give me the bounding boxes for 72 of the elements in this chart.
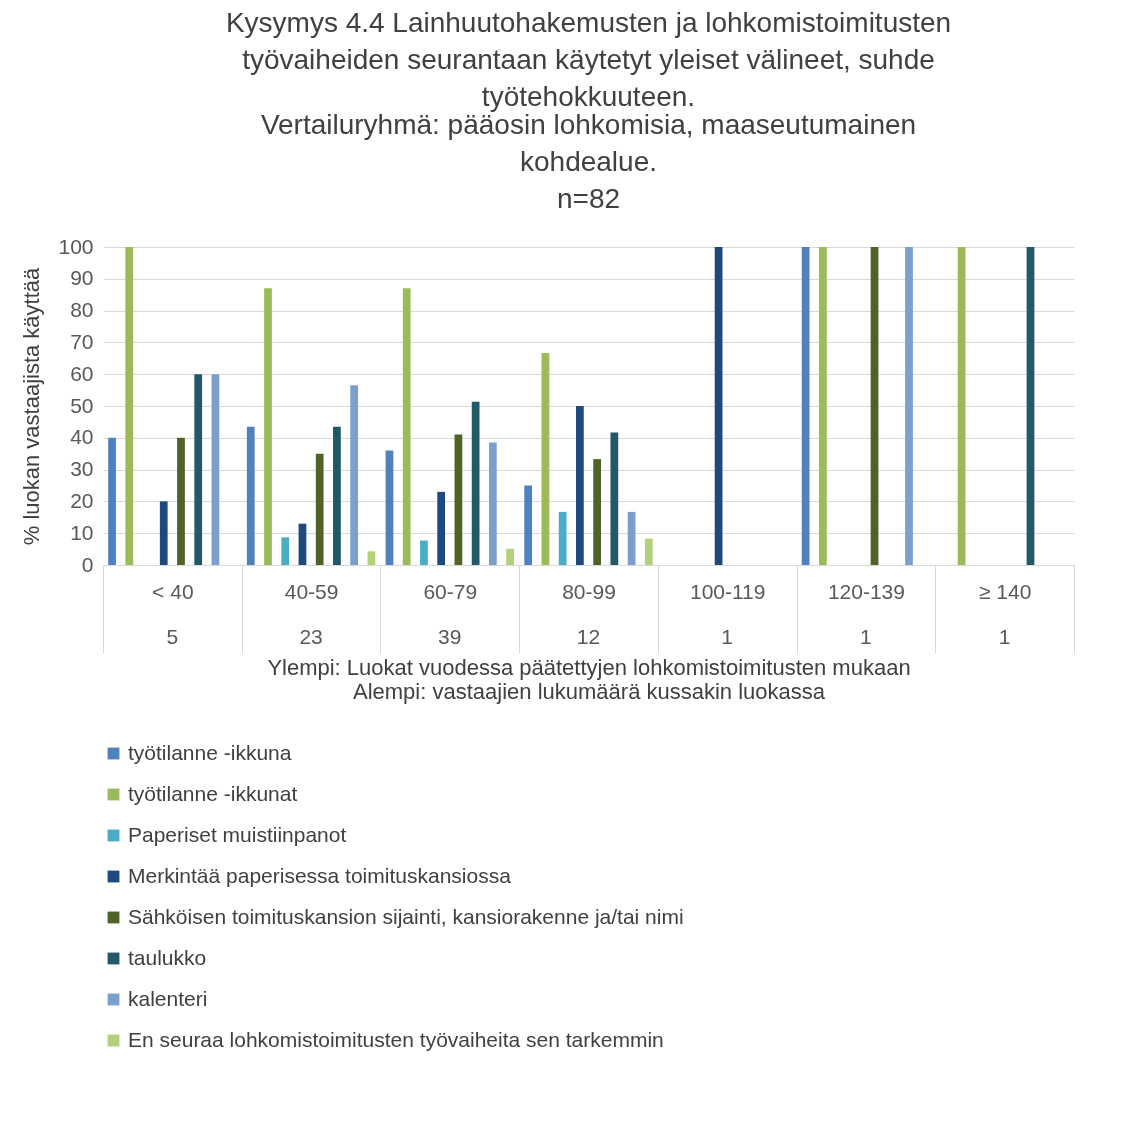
bar	[627, 511, 636, 565]
bar	[506, 548, 514, 565]
x-axis-title: Ylempi: Luokat vuodessa päätettyjen lohkomistoimitusten mukaan Alempi: vastaajien lukumäärä kussakin luokassa	[267, 655, 911, 704]
x-tick-label: ≥ 140	[978, 579, 1032, 603]
y-tick-label: 60	[70, 361, 94, 385]
bar	[211, 374, 220, 565]
y-tick-label: 20	[70, 488, 94, 512]
bar	[801, 247, 810, 565]
text: 1	[998, 625, 1011, 648]
text: 1	[860, 625, 872, 648]
text: 39	[438, 625, 462, 648]
bar	[264, 288, 272, 565]
bar	[644, 538, 653, 565]
chart-title: Kysymys 4.4 Lainhuutohakemusten ja lohkomistoimitusten työvaiheiden seurantaan käytetyt yleiset välineet, suhde työtehokkuuteen.	[225, 7, 952, 112]
bar	[870, 247, 879, 565]
y-tick-label: 50	[70, 393, 94, 417]
bar	[246, 426, 255, 565]
bar	[1026, 247, 1035, 565]
bar	[524, 485, 533, 565]
y-tick-label: 0	[81, 552, 94, 576]
bar	[593, 459, 601, 565]
y-tick-label: 30	[70, 457, 94, 481]
text: 23	[299, 625, 323, 648]
bar	[385, 450, 394, 565]
bar	[159, 501, 168, 565]
x-tick-label: < 40	[152, 579, 194, 603]
y-tick-label: 90	[70, 266, 94, 290]
bar	[437, 491, 446, 565]
bar	[125, 247, 134, 565]
y-tick-label: 100	[58, 234, 94, 258]
bar	[177, 437, 185, 565]
legend-label: taulukko	[128, 945, 207, 969]
bar	[350, 385, 359, 565]
bar	[541, 352, 550, 565]
bar	[108, 437, 116, 565]
x-tick-label: 60-79	[423, 579, 478, 603]
bar	[957, 247, 966, 565]
x-tick-label: 120-139	[827, 579, 905, 603]
bar	[420, 540, 428, 565]
bar	[488, 442, 497, 565]
bar	[333, 426, 341, 565]
legend-label: kalenteri	[128, 986, 208, 1010]
bar	[194, 374, 203, 565]
x-tick-label: 100-119	[689, 579, 766, 603]
legend-label: Sähköisen toimituskansion sijainti, kansiorakenne ja/tai nimi	[128, 904, 684, 928]
y-tick-label: 70	[70, 329, 94, 353]
bar	[281, 537, 290, 565]
y-tick-label: 80	[70, 298, 94, 322]
y-axis-title: % luokan vastaajista käyttää	[19, 266, 45, 546]
legend-label: Merkintää paperisessa toimituskansiossa	[128, 863, 512, 887]
bar	[402, 288, 411, 565]
legend-label: Paperiset muistiinpanot	[128, 822, 347, 846]
legend-label: työtilanne -ikkuna	[128, 740, 292, 764]
y-tick-label: 40	[70, 425, 94, 449]
text: 12	[576, 625, 601, 648]
text: 1	[721, 625, 734, 648]
text: 5	[166, 625, 179, 648]
bar	[558, 511, 567, 565]
bar	[471, 401, 480, 565]
bar	[905, 247, 913, 565]
bar	[818, 247, 827, 565]
bar	[576, 406, 584, 565]
bar	[714, 247, 723, 565]
y-tick-label: 10	[70, 520, 94, 544]
x-tick-label: 40-59	[284, 579, 339, 603]
bar	[315, 453, 324, 565]
x-tick-label: 80-99	[562, 579, 616, 603]
legend-label: En seuraa lohkomistoimitusten työvaiheita sen tarkemmin	[128, 1027, 664, 1051]
bar	[367, 551, 376, 565]
bar	[454, 434, 463, 565]
bar	[610, 432, 619, 565]
legend-label: työtilanne -ikkunat	[128, 781, 298, 805]
